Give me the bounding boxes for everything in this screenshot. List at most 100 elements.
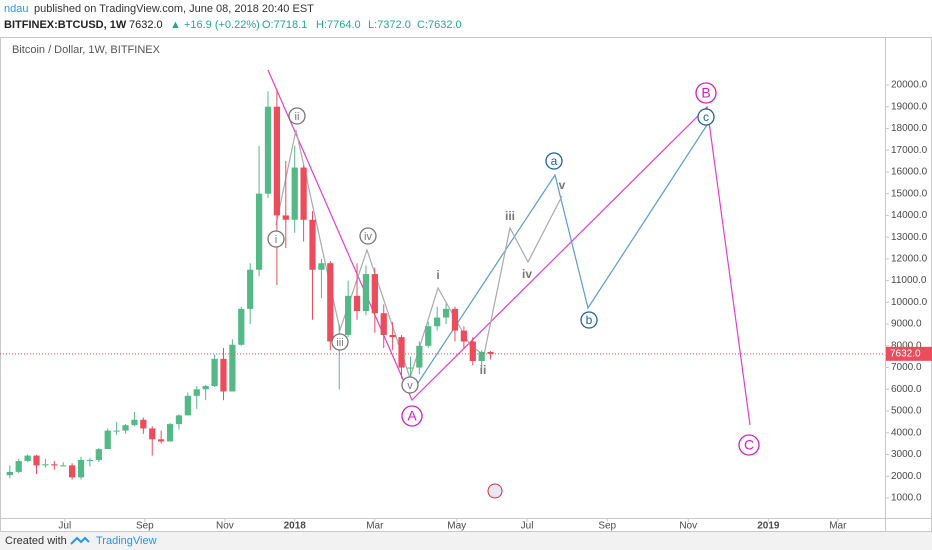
x-tick-label: Jul	[521, 521, 534, 532]
candle-body	[211, 358, 218, 387]
wave-label: A	[407, 408, 417, 424]
wave-label: B	[701, 85, 710, 101]
y-tick-label: 3000.0	[891, 449, 922, 460]
candle-body	[416, 345, 423, 368]
candle-body	[15, 461, 22, 472]
candle-body	[291, 167, 298, 220]
wave-label: C	[744, 437, 754, 453]
candle-body	[460, 330, 467, 342]
wave-label: ii	[480, 363, 487, 377]
symbol: BITFINEX:BTCUSD, 1W	[4, 19, 127, 31]
wave-label-circle	[695, 82, 717, 104]
y-tick-label: 1000.0	[891, 493, 922, 504]
x-tick-label: Mar	[829, 521, 847, 532]
wave-label-circle	[267, 230, 285, 248]
candle-body	[434, 317, 441, 327]
last-price-tag	[886, 346, 932, 361]
candle-body	[353, 295, 361, 312]
x-tick-label: Jul	[58, 521, 71, 532]
wave-label-circle	[697, 108, 715, 126]
x-tick-label: Nov	[679, 521, 697, 532]
wave-label: v	[407, 380, 413, 392]
y-tick-label: 20000.0	[891, 80, 928, 91]
wave-label-circle	[401, 376, 419, 394]
wave-line-abc	[267, 69, 751, 426]
candle-body	[442, 308, 450, 318]
candle-body	[220, 358, 227, 392]
candle-body	[113, 430, 120, 432]
published: published on TradingView.com, June 08, 2…	[34, 3, 314, 15]
last: 7632.0	[129, 19, 163, 31]
y-tick-label: 12000.0	[891, 254, 928, 265]
candle-body	[122, 425, 129, 431]
candle-body	[86, 459, 94, 461]
candle-body	[95, 449, 102, 460]
wave-label-circle	[331, 333, 349, 351]
candle-body	[33, 455, 40, 466]
wave-line-small-abc	[411, 124, 708, 393]
ohlc-open: O:7718.1	[262, 19, 307, 31]
candle-body	[229, 344, 236, 392]
candle-body	[238, 308, 245, 345]
y-tick-label: 18000.0	[891, 123, 928, 134]
wave-label: v	[559, 178, 566, 192]
x-tick-label: Sep	[598, 521, 616, 532]
author: ndau	[4, 3, 28, 15]
candle-body	[202, 386, 209, 390]
y-tick-label: 6000.0	[891, 384, 922, 395]
candle-body	[158, 439, 165, 442]
x-tick-label: Mar	[366, 521, 384, 532]
y-tick-label: 4000.0	[891, 427, 922, 438]
event-flag	[487, 483, 503, 499]
candle-body	[318, 263, 325, 270]
candle-body	[104, 430, 111, 450]
logo	[70, 536, 90, 545]
candle-body	[264, 106, 272, 194]
wave-label: b	[586, 313, 593, 327]
candle-body	[362, 274, 370, 312]
y-tick-label: 7000.0	[891, 362, 922, 373]
change: ▲ +16.9 (+0.22%)	[170, 19, 260, 31]
candle-body	[380, 313, 387, 335]
wave-label-circle	[738, 434, 760, 456]
candle-body	[451, 308, 459, 331]
x-tick-label: 2018	[284, 521, 307, 532]
x-tick-label: May	[447, 521, 466, 532]
y-tick-label: 10000.0	[891, 297, 928, 308]
ohlc-low: L:7372.0	[368, 19, 411, 31]
candle-body	[300, 167, 307, 220]
wave-label-circle	[288, 107, 306, 125]
wave-label-circle	[545, 152, 563, 170]
y-tick-label: 14000.0	[891, 210, 928, 221]
chart-title: Bitcoin / Dollar, 1W, BITFINEX	[12, 44, 161, 56]
candle-body	[255, 193, 263, 270]
candle-body	[425, 326, 432, 346]
candle-body	[69, 465, 76, 478]
y-tick-label: 11000.0	[891, 275, 927, 286]
y-tick-label: 13000.0	[891, 232, 928, 243]
wave-label-circle	[580, 311, 598, 329]
wave-label: iv	[522, 267, 532, 281]
last-price-label: 7632.0	[890, 348, 921, 359]
candle-body	[371, 274, 378, 314]
candle-body	[469, 341, 476, 362]
candle-body	[273, 106, 281, 216]
y-tick-label: 16000.0	[891, 167, 928, 178]
candle-body	[60, 465, 67, 467]
y-tick-label: 2000.0	[891, 471, 922, 482]
candle-body	[398, 337, 405, 368]
wave-lines	[267, 69, 751, 426]
candle-body	[247, 269, 254, 309]
x-tick-label: Nov	[216, 521, 234, 532]
candle-body	[193, 389, 200, 396]
candle-body	[478, 351, 485, 362]
candle-body	[282, 215, 289, 220]
candle-body	[407, 367, 414, 369]
x-tick-label: 2019	[757, 521, 780, 532]
wave-label: a	[551, 154, 558, 168]
footer-created: Created with	[5, 535, 67, 547]
candle-body	[175, 415, 183, 425]
wave-label: ii	[295, 111, 300, 123]
candle-body	[149, 428, 156, 440]
wave-label: iv	[364, 231, 372, 243]
